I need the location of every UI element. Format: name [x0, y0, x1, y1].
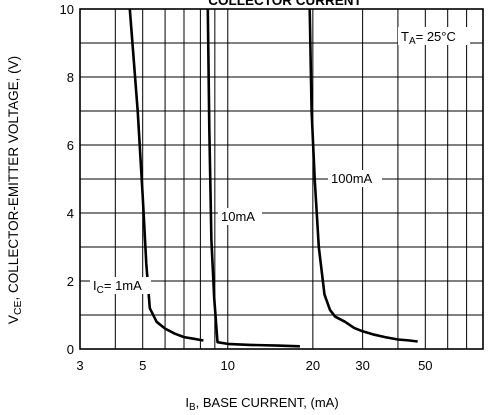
series-line-2 — [308, 8, 418, 343]
y-tick-label: 6 — [67, 138, 74, 153]
series-line-0 — [128, 8, 204, 342]
x-axis-label: IB, BASE CURRENT, (mA) — [185, 395, 338, 413]
x-tick-label: 30 — [355, 358, 369, 373]
y-tick-label: 0 — [67, 342, 74, 357]
x-tick-label: 50 — [418, 358, 432, 373]
series-label-1: 10mA — [221, 209, 255, 224]
x-tick-label: 5 — [139, 358, 146, 373]
series-labels: IC= 1mA 10mA 100mA — [90, 170, 382, 296]
chart-title: COLLECTOR CURRENT — [208, 0, 362, 8]
tick-labels: 3 5 10 20 30 50 0 2 4 6 8 10 — [60, 2, 433, 373]
series-label-bg — [90, 277, 151, 294]
series-label-2: 100mA — [331, 171, 373, 186]
temperature-annotation: TA= 25°C — [398, 27, 470, 47]
x-tick-label: 10 — [221, 358, 235, 373]
y-tick-label: 10 — [60, 2, 74, 17]
series-line-1 — [206, 8, 300, 348]
y-tick-label: 8 — [67, 70, 74, 85]
series-label-bg — [328, 170, 382, 187]
x-tick-label: 3 — [76, 358, 83, 373]
series-label-0: IC= 1mA — [93, 278, 142, 296]
x-tick-label: 20 — [306, 358, 320, 373]
y-tick-label: 2 — [67, 274, 74, 289]
svg-text:TA= 25°C: TA= 25°C — [401, 29, 456, 47]
series-lines — [128, 8, 418, 348]
plot-frame — [79, 8, 484, 350]
y-tick-label: 4 — [67, 206, 74, 221]
series-label-bg — [218, 208, 262, 225]
y-axis-label: VCE, COLLECTOR-EMITTER VOLTAGE, (V) — [6, 56, 24, 324]
